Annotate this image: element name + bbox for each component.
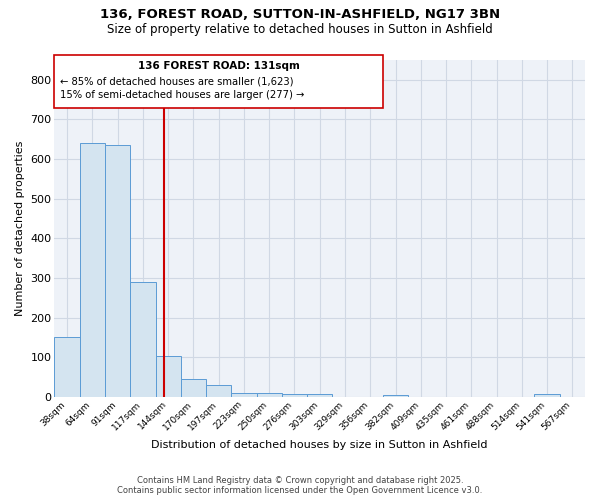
Bar [130, 282, 155, 397]
Text: Contains HM Land Registry data © Crown copyright and database right 2025.
Contai: Contains HM Land Registry data © Crown c… [118, 476, 482, 495]
Y-axis label: Number of detached properties: Number of detached properties [15, 140, 25, 316]
Bar [535, 394, 560, 397]
Text: ← 85% of detached houses are smaller (1,623): ← 85% of detached houses are smaller (1,… [61, 76, 294, 86]
Text: 136, FOREST ROAD, SUTTON-IN-ASHFIELD, NG17 3BN: 136, FOREST ROAD, SUTTON-IN-ASHFIELD, NG… [100, 8, 500, 20]
X-axis label: Distribution of detached houses by size in Sutton in Ashfield: Distribution of detached houses by size … [151, 440, 488, 450]
Bar [155, 356, 181, 397]
Bar [55, 338, 80, 397]
Bar [232, 393, 257, 397]
Bar [282, 394, 307, 397]
Bar [206, 385, 232, 397]
Text: 15% of semi-detached houses are larger (277) →: 15% of semi-detached houses are larger (… [61, 90, 305, 100]
Bar [307, 394, 332, 397]
Bar [383, 395, 408, 397]
Bar [181, 379, 206, 397]
Bar [105, 145, 130, 397]
Bar [257, 393, 282, 397]
Text: 136 FOREST ROAD: 131sqm: 136 FOREST ROAD: 131sqm [138, 61, 300, 71]
Bar [80, 143, 105, 397]
Text: Size of property relative to detached houses in Sutton in Ashfield: Size of property relative to detached ho… [107, 22, 493, 36]
